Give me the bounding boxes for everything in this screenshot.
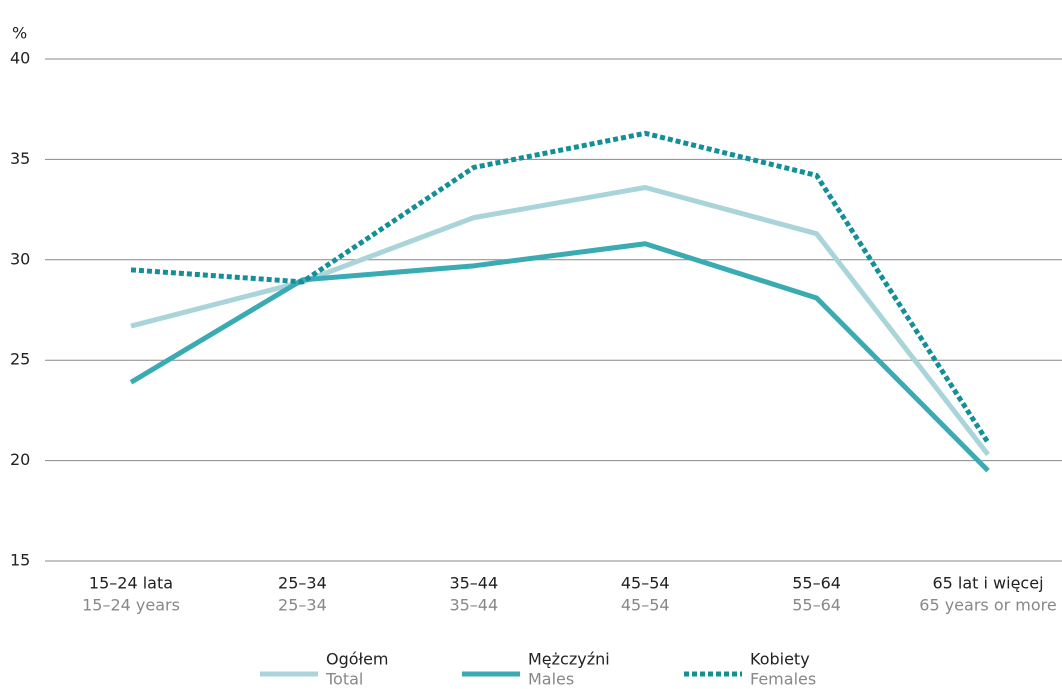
line-series (130, 185, 990, 457)
legend-label-en: Females (750, 670, 816, 689)
x-tick-label-en: 65 years or more (919, 596, 1056, 615)
legend-label: Mężczyźni (528, 650, 610, 669)
line-series (129, 241, 990, 473)
x-tick-label-en: 15–24 years (82, 596, 180, 615)
y-tick-label: 35 (10, 149, 30, 168)
x-tick-label-en: 45–54 (621, 596, 670, 615)
x-tick-label-en: 55–64 (792, 596, 841, 615)
line-series (130, 130, 991, 444)
legend-label: Kobiety (750, 650, 810, 669)
x-tick-label: 55–64 (792, 574, 841, 593)
y-tick-label: 40 (10, 49, 30, 68)
x-tick-label: 45–54 (621, 574, 670, 593)
x-tick-label: 35–44 (449, 574, 498, 593)
legend-label: Ogółem (326, 650, 389, 669)
y-tick-label: 20 (10, 450, 30, 469)
x-tick-label: 65 lat i więcej (932, 574, 1043, 593)
x-tick-label-en: 35–44 (449, 596, 498, 615)
x-tick-label: 15–24 lata (89, 574, 173, 593)
x-tick-label-en: 25–34 (278, 596, 327, 615)
y-tick-label: 15 (10, 551, 30, 570)
legend-label-en: Males (528, 670, 574, 689)
legend-label-en: Total (325, 670, 363, 689)
y-axis-label: % (12, 24, 27, 43)
y-tick-label: 25 (10, 350, 30, 369)
y-tick-label: 30 (10, 249, 30, 268)
x-tick-label: 25–34 (278, 574, 327, 593)
